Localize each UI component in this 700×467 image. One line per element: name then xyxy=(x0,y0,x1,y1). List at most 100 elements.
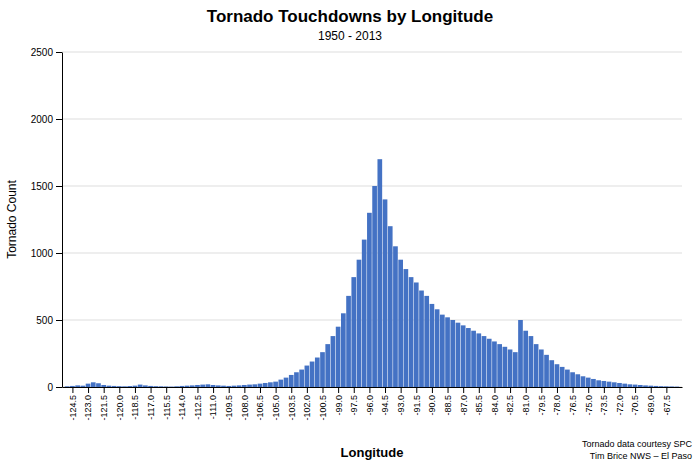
bar xyxy=(232,386,237,387)
bar xyxy=(320,352,325,387)
grid-line xyxy=(62,119,682,120)
grid-line xyxy=(62,320,682,321)
bar xyxy=(591,379,596,387)
x-tick: -96.0 xyxy=(365,387,375,416)
x-tick: -99.0 xyxy=(334,387,344,416)
bar xyxy=(247,385,252,387)
bar xyxy=(299,370,304,387)
x-tick-label: -70.5 xyxy=(630,395,640,416)
x-tick-label: -120.0 xyxy=(115,395,125,421)
x-axis: -124.5-123.0-121.5-120.0-118.5-117.0-115… xyxy=(63,387,683,421)
bar xyxy=(91,382,96,387)
bar xyxy=(159,386,164,387)
x-tick-line xyxy=(135,387,136,393)
credit-line: Tim Brice NWS – El Paso xyxy=(590,451,692,461)
subtitle: 1950 - 2013 xyxy=(318,29,382,43)
bar xyxy=(492,341,497,387)
y-tick: 2500 xyxy=(31,47,62,58)
y-tick-label: 1500 xyxy=(31,181,54,192)
bar xyxy=(628,384,633,387)
x-tick-label: -106.5 xyxy=(255,395,265,421)
x-tick-label: -100.5 xyxy=(318,395,328,421)
bar xyxy=(607,382,612,387)
x-tick-label: -111.0 xyxy=(208,395,218,419)
grid-line xyxy=(62,253,682,254)
y-tick-label: 1000 xyxy=(31,248,54,259)
x-tick-line xyxy=(72,387,73,393)
bar xyxy=(398,260,403,387)
bar xyxy=(487,339,492,387)
bar xyxy=(612,382,617,387)
bar xyxy=(664,386,669,387)
bar xyxy=(96,383,101,387)
x-tick-label: -76.5 xyxy=(568,395,578,416)
x-tick-label: -88.5 xyxy=(443,395,453,416)
bar xyxy=(169,386,174,387)
bar xyxy=(336,327,341,387)
x-tick-label: -124.5 xyxy=(68,395,78,421)
y-tick-line xyxy=(56,387,62,388)
x-tick-label: -84.0 xyxy=(490,395,500,416)
y-tick: 500 xyxy=(36,315,62,326)
y-tick-label: 0 xyxy=(47,382,53,393)
bar xyxy=(200,385,205,387)
bar xyxy=(617,383,622,387)
chart-svg: Tornado Touchdowns by Longitude 1950 - 20… xyxy=(0,0,700,467)
x-tick: -73.5 xyxy=(599,387,609,416)
bar xyxy=(383,199,388,387)
bar xyxy=(362,240,367,387)
bar xyxy=(414,282,419,387)
bar xyxy=(346,296,351,387)
bar xyxy=(529,336,534,387)
y-tick-label: 2500 xyxy=(31,47,54,58)
x-tick: -121.5 xyxy=(99,387,109,421)
bar xyxy=(544,355,549,387)
bar xyxy=(284,378,289,387)
x-tick: -103.5 xyxy=(287,387,297,421)
bar xyxy=(138,385,143,387)
x-tick: -114.0 xyxy=(177,387,187,420)
x-tick-line xyxy=(166,387,167,393)
x-tick-label: -115.5 xyxy=(162,395,172,420)
x-tick-label: -114.0 xyxy=(177,395,187,420)
bar xyxy=(268,382,273,387)
bar xyxy=(596,380,601,387)
bar xyxy=(211,385,216,387)
bar xyxy=(409,277,414,387)
bar xyxy=(242,385,247,387)
bar xyxy=(440,315,445,387)
bar xyxy=(357,260,362,387)
x-tick-label: -117.0 xyxy=(146,395,156,420)
plot-area: -124.5-123.0-121.5-120.0-118.5-117.0-115… xyxy=(31,47,683,421)
bar xyxy=(430,304,435,387)
bar xyxy=(555,364,560,387)
x-tick: -106.5 xyxy=(255,387,265,421)
bar xyxy=(86,384,91,387)
x-tick: -79.5 xyxy=(537,387,547,416)
x-tick: -70.5 xyxy=(630,387,640,416)
bar xyxy=(674,386,679,387)
bar xyxy=(539,349,544,387)
bar xyxy=(107,386,112,387)
bar xyxy=(435,309,440,387)
x-tick-line xyxy=(119,387,120,393)
bar xyxy=(513,352,518,387)
x-tick-line xyxy=(338,387,339,393)
x-tick-line xyxy=(276,387,277,393)
title: Tornado Touchdowns by Longitude xyxy=(207,7,493,26)
bar xyxy=(117,386,122,387)
grid-line xyxy=(62,52,682,53)
bar xyxy=(633,385,638,387)
bar xyxy=(70,386,75,387)
bar xyxy=(216,385,221,387)
bar xyxy=(404,269,409,387)
x-tick: -69.0 xyxy=(646,387,656,416)
x-tick-line xyxy=(479,387,480,393)
bar xyxy=(127,386,132,387)
y-tick: 0 xyxy=(47,382,62,393)
bar xyxy=(237,385,242,387)
x-tick-line xyxy=(541,387,542,393)
x-tick-line xyxy=(526,387,527,393)
x-tick-label: -96.0 xyxy=(365,395,375,416)
bar xyxy=(351,277,356,387)
